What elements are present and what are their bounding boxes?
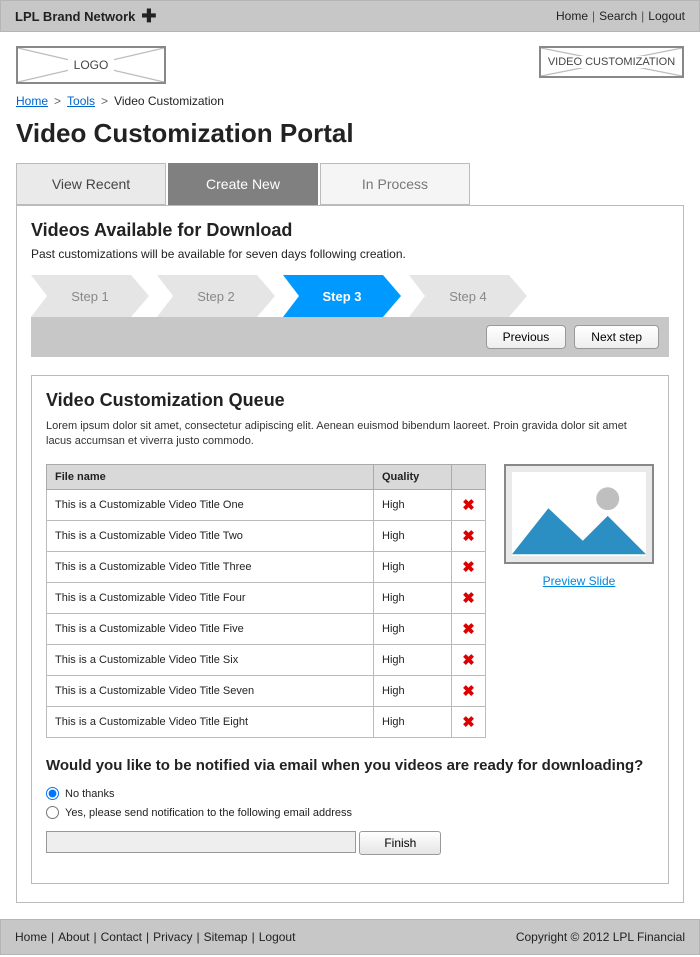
col-action (452, 464, 486, 489)
delete-icon[interactable]: ✖ (452, 644, 486, 675)
header-row: LOGO VIDEO CUSTOMIZATION (0, 32, 700, 94)
cell-filename: This is a Customizable Video Title Two (47, 520, 374, 551)
cell-quality: High (374, 706, 452, 737)
cell-quality: High (374, 551, 452, 582)
cell-filename: This is a Customizable Video Title Three (47, 551, 374, 582)
notify-option-0[interactable]: No thanks (46, 787, 654, 800)
breadcrumb-tools[interactable]: Tools (67, 94, 95, 108)
table-row: This is a Customizable Video Title FiveH… (47, 613, 486, 644)
queue-table: File nameQuality This is a Customizable … (46, 464, 486, 738)
finish-button[interactable]: Finish (359, 831, 441, 855)
delete-icon[interactable]: ✖ (452, 675, 486, 706)
queue-desc: Lorem ipsum dolor sit amet, consectetur … (46, 419, 654, 450)
footer-copyright: Copyright © 2012 LPL Financial (516, 930, 685, 944)
cell-filename: This is a Customizable Video Title Eight (47, 706, 374, 737)
next-step-button[interactable]: Next step (574, 325, 659, 349)
cell-quality: High (374, 582, 452, 613)
topnav-search[interactable]: Search (599, 9, 637, 23)
step-1[interactable]: Step 1 (31, 275, 149, 317)
cell-quality: High (374, 613, 452, 644)
plus-icon[interactable]: ✚ (141, 7, 156, 25)
cell-quality: High (374, 520, 452, 551)
table-row: This is a Customizable Video Title SixHi… (47, 644, 486, 675)
stepper: Step 1Step 2Step 3Step 4 (31, 275, 669, 317)
delete-icon[interactable]: ✖ (452, 706, 486, 737)
step-nav-row: Previous Next step (31, 317, 669, 357)
breadcrumb-home[interactable]: Home (16, 94, 48, 108)
footer-contact[interactable]: Contact (101, 930, 142, 944)
topbar: LPL Brand Network ✚ Home|Search|Logout (0, 0, 700, 32)
delete-icon[interactable]: ✖ (452, 489, 486, 520)
cell-quality: High (374, 489, 452, 520)
footer: Home | About | Contact | Privacy | Sitem… (0, 919, 700, 955)
table-body: This is a Customizable Video Title OneHi… (47, 489, 486, 737)
notify-option-1[interactable]: Yes, please send notification to the fol… (46, 806, 654, 819)
footer-about[interactable]: About (58, 930, 89, 944)
table-header-row: File nameQuality (47, 464, 486, 489)
table-row: This is a Customizable Video Title TwoHi… (47, 520, 486, 551)
preview-column: Preview Slide (504, 464, 654, 738)
delete-icon[interactable]: ✖ (452, 551, 486, 582)
table-row: This is a Customizable Video Title Seven… (47, 675, 486, 706)
col-quality: Quality (374, 464, 452, 489)
table-row: This is a Customizable Video Title Eight… (47, 706, 486, 737)
footer-privacy[interactable]: Privacy (153, 930, 192, 944)
cell-filename: This is a Customizable Video Title Seven (47, 675, 374, 706)
footer-logout[interactable]: Logout (259, 930, 296, 944)
logo-placeholder: LOGO (16, 46, 166, 84)
video-customization-placeholder: VIDEO CUSTOMIZATION (539, 46, 684, 78)
step-4[interactable]: Step 4 (409, 275, 527, 317)
step-2[interactable]: Step 2 (157, 275, 275, 317)
preview-slide-link[interactable]: Preview Slide (543, 574, 616, 588)
section-subtitle: Past customizations will be available fo… (31, 247, 669, 261)
preview-image-placeholder (504, 464, 654, 564)
step-3[interactable]: Step 3 (283, 275, 401, 317)
tab-view-recent[interactable]: View Recent (16, 163, 166, 205)
tab-create-new[interactable]: Create New (168, 163, 318, 205)
notify-radio-1[interactable] (46, 806, 59, 819)
topnav-logout[interactable]: Logout (648, 9, 685, 23)
breadcrumb: Home>Tools>Video Customization (0, 94, 700, 118)
delete-icon[interactable]: ✖ (452, 582, 486, 613)
cell-filename: This is a Customizable Video Title One (47, 489, 374, 520)
table-row: This is a Customizable Video Title OneHi… (47, 489, 486, 520)
notify-radio-0[interactable] (46, 787, 59, 800)
brand-label: LPL Brand Network (15, 9, 135, 24)
cell-filename: This is a Customizable Video Title Five (47, 613, 374, 644)
delete-icon[interactable]: ✖ (452, 613, 486, 644)
table-row: This is a Customizable Video Title FourH… (47, 582, 486, 613)
footer-sitemap[interactable]: Sitemap (204, 930, 248, 944)
cell-quality: High (374, 675, 452, 706)
topnav-home[interactable]: Home (556, 9, 588, 23)
footer-links: Home | About | Contact | Privacy | Sitem… (15, 930, 295, 944)
tabs: View RecentCreate NewIn Process (0, 163, 700, 205)
queue-title: Video Customization Queue (46, 390, 654, 411)
cell-quality: High (374, 644, 452, 675)
col-file-name: File name (47, 464, 374, 489)
table-row: This is a Customizable Video Title Three… (47, 551, 486, 582)
breadcrumb-current: Video Customization (114, 94, 224, 108)
cell-filename: This is a Customizable Video Title Six (47, 644, 374, 675)
email-field[interactable] (46, 831, 356, 853)
section-title: Videos Available for Download (31, 220, 669, 241)
tab-in-process[interactable]: In Process (320, 163, 470, 205)
footer-home[interactable]: Home (15, 930, 47, 944)
topbar-nav: Home|Search|Logout (556, 9, 685, 23)
notify-question: Would you like to be notified via email … (46, 756, 654, 776)
queue-box: Video Customization Queue Lorem ipsum do… (31, 375, 669, 884)
notify-options: No thanks Yes, please send notification t… (46, 787, 654, 819)
cell-filename: This is a Customizable Video Title Four (47, 582, 374, 613)
delete-icon[interactable]: ✖ (452, 520, 486, 551)
image-icon (512, 472, 646, 556)
page-title: Video Customization Portal (0, 118, 700, 163)
main-panel: Videos Available for Download Past custo… (16, 205, 684, 903)
previous-button[interactable]: Previous (486, 325, 567, 349)
